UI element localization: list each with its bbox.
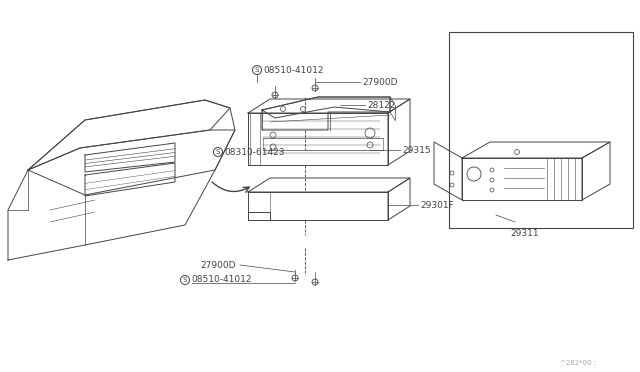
Text: S: S xyxy=(216,149,220,155)
Bar xyxy=(449,32,633,228)
Text: 29311: 29311 xyxy=(510,228,539,237)
Text: 28122: 28122 xyxy=(367,100,396,109)
Text: 27900D: 27900D xyxy=(362,77,397,87)
Text: 08510-41012: 08510-41012 xyxy=(191,276,252,285)
Text: ^282*00 :: ^282*00 : xyxy=(560,360,596,366)
Text: 08310-61423: 08310-61423 xyxy=(224,148,285,157)
Text: S: S xyxy=(255,67,259,73)
Text: 08510-41012: 08510-41012 xyxy=(263,65,323,74)
Text: 29315: 29315 xyxy=(402,145,431,154)
Text: 27900D: 27900D xyxy=(200,260,236,269)
Text: S: S xyxy=(183,277,187,283)
Text: 29301F: 29301F xyxy=(420,201,454,209)
